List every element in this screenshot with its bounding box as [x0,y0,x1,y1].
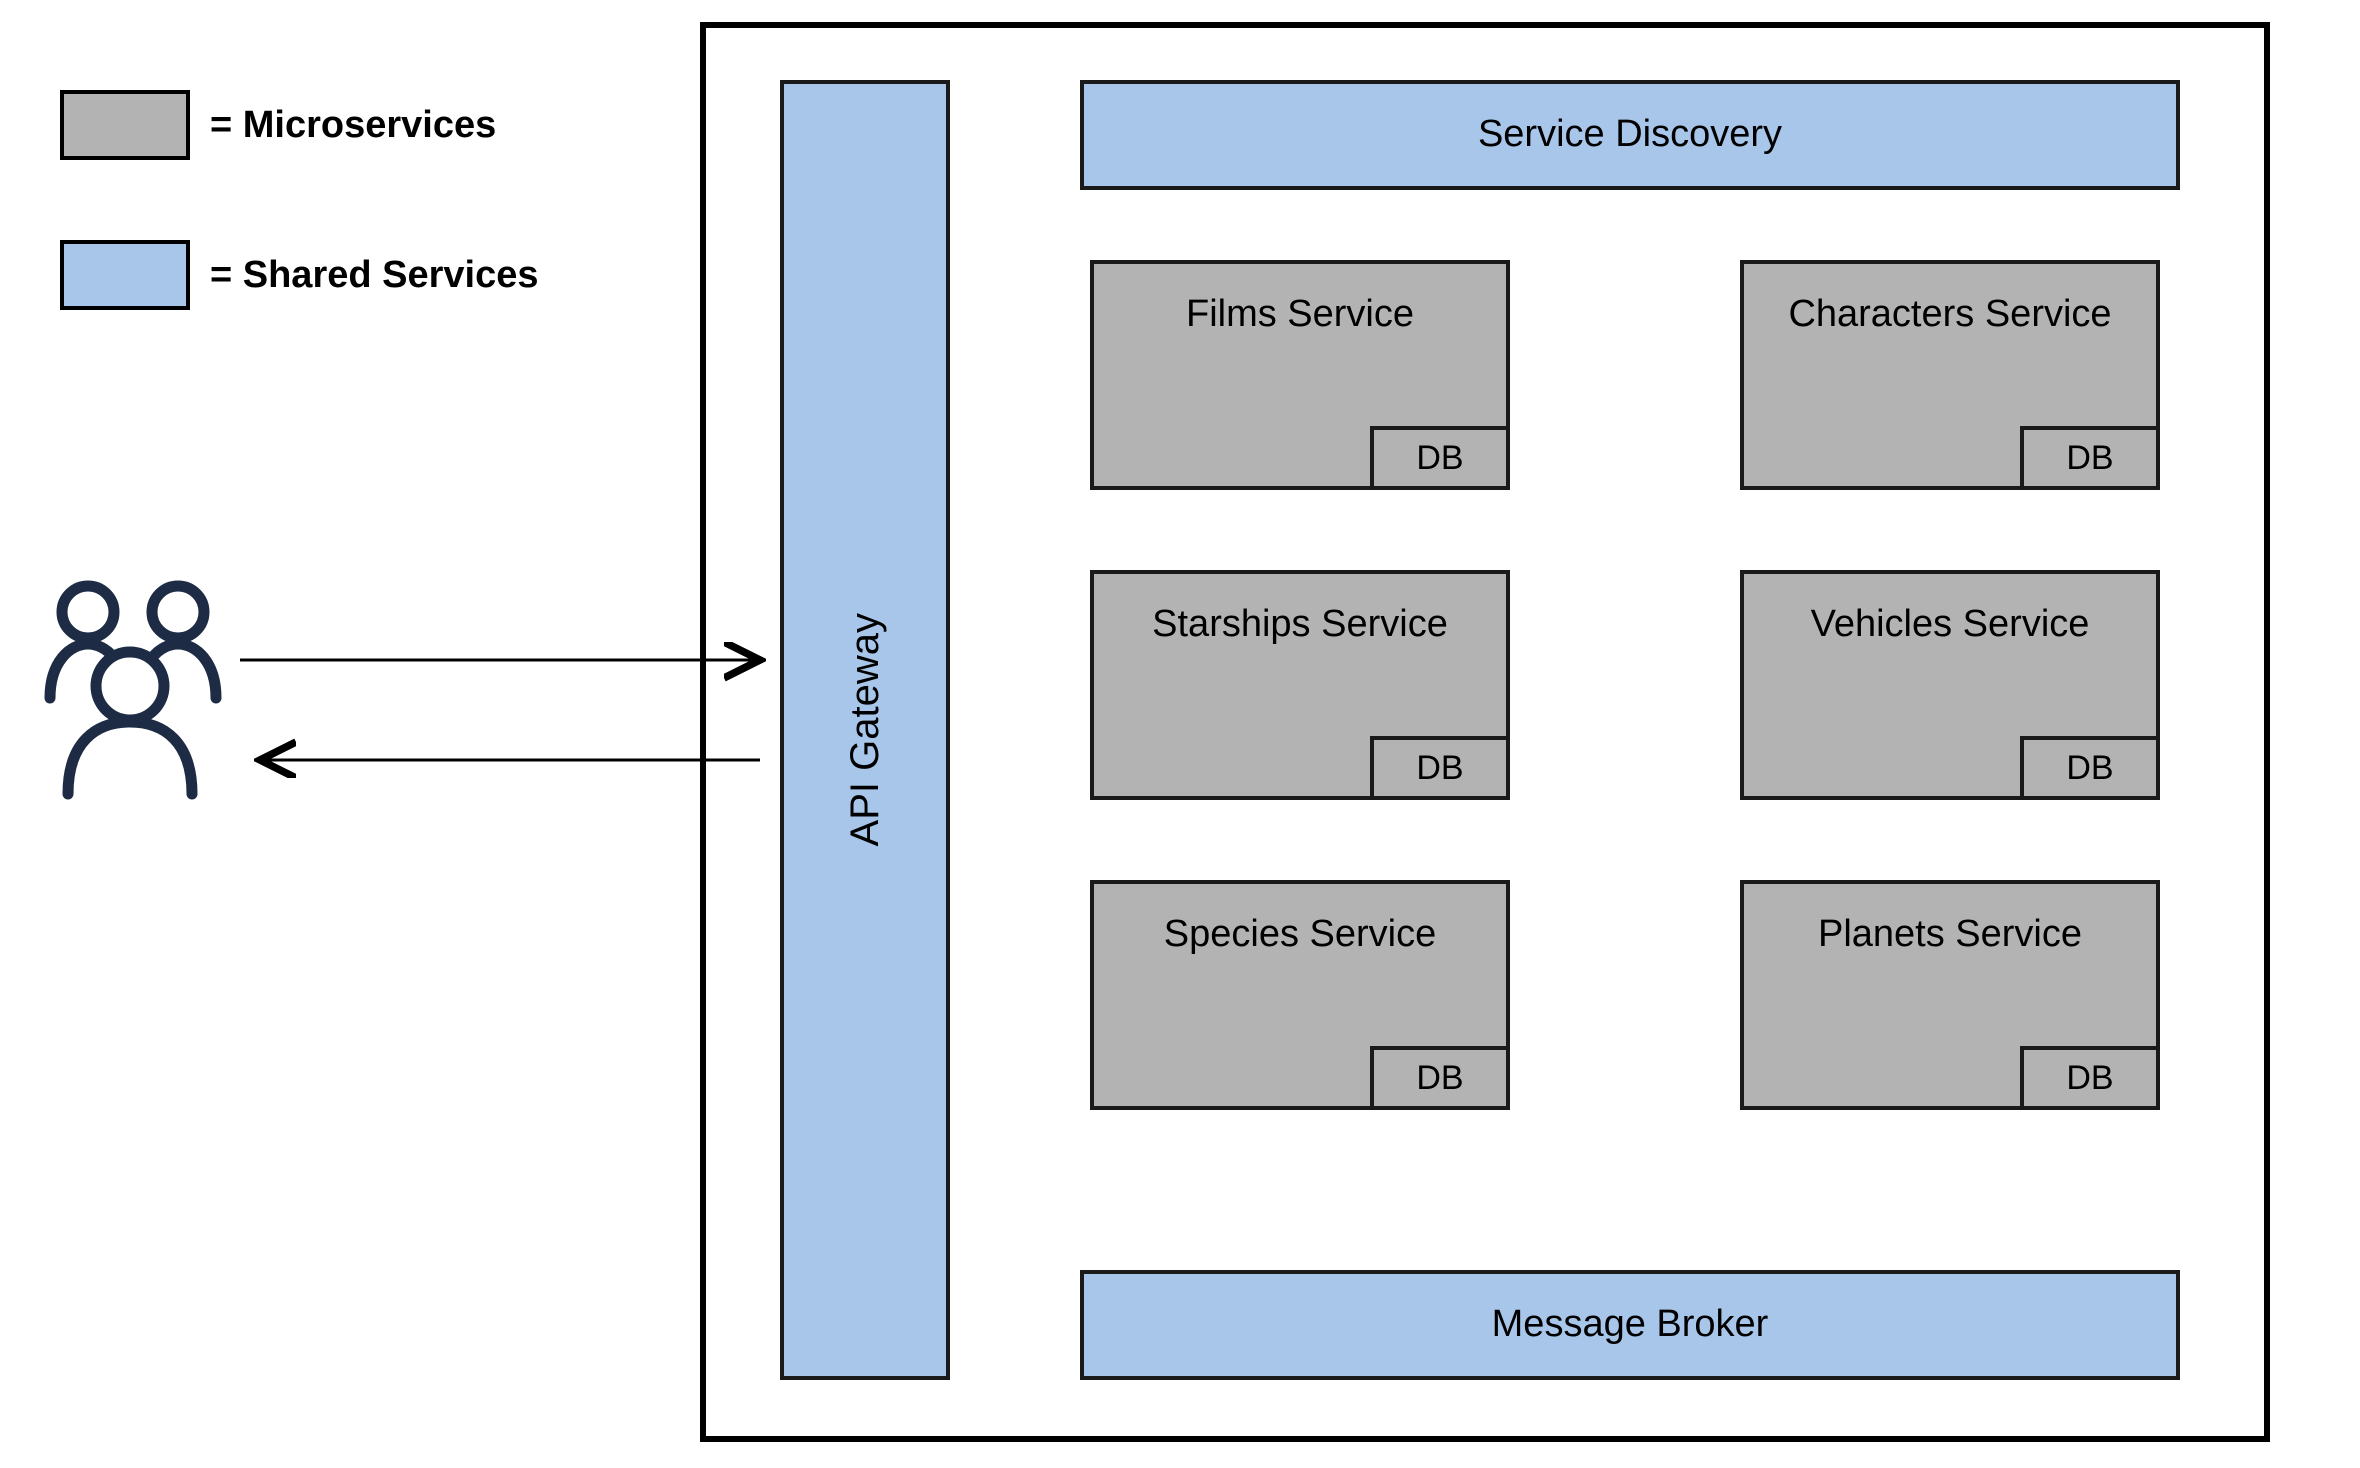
service-label: Planets Service [1744,912,2156,958]
legend-label-shared: = Shared Services [210,240,539,310]
service-label: Starships Service [1094,602,1506,648]
api-gateway-box: API Gateway [780,80,950,1380]
legend-label-microservices: = Microservices [210,90,496,160]
service-db-badge: DB [2020,1046,2160,1110]
service-box: Species Service DB [1090,880,1510,1110]
service-box: Characters Service DB [1740,260,2160,490]
service-box: Planets Service DB [1740,880,2160,1110]
service-db-badge: DB [1370,426,1510,490]
service-label: Species Service [1094,912,1506,958]
service-discovery-label: Service Discovery [1464,111,1796,159]
service-label: Films Service [1094,292,1506,338]
legend-swatch-shared [60,240,190,310]
legend-swatch-microservices [60,90,190,160]
service-db-badge: DB [2020,426,2160,490]
users-icon [30,570,230,800]
service-label: Characters Service [1744,292,2156,338]
service-box: Starships Service DB [1090,570,1510,800]
message-broker-label: Message Broker [1478,1301,1783,1349]
service-label: Vehicles Service [1744,602,2156,648]
message-broker-box: Message Broker [1080,1270,2180,1380]
service-db-badge: DB [1370,1046,1510,1110]
service-box: Vehicles Service DB [1740,570,2160,800]
diagram-stage: = Microservices = Shared Services [0,0,2360,1468]
service-box: Films Service DB [1090,260,1510,490]
service-db-badge: DB [2020,736,2160,800]
api-gateway-label: API Gateway [843,613,888,846]
service-db-badge: DB [1370,736,1510,800]
service-discovery-box: Service Discovery [1080,80,2180,190]
